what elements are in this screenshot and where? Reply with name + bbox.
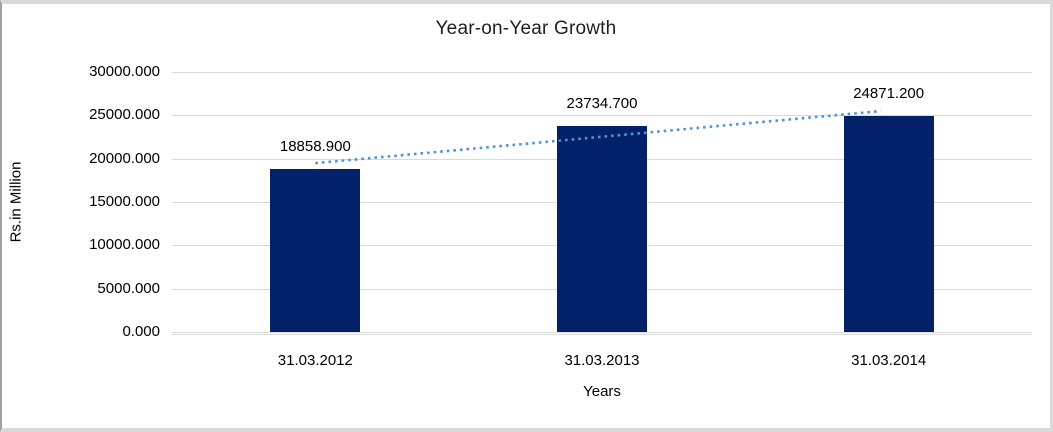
gridline bbox=[172, 332, 1032, 333]
gridline bbox=[172, 72, 1032, 73]
y-tick-label: 15000.000 bbox=[89, 193, 160, 210]
x-tick-label: 31.03.2014 bbox=[851, 352, 927, 369]
bar-value-label: 24871.200 bbox=[853, 85, 925, 103]
y-tick-label: 10000.000 bbox=[89, 236, 160, 254]
chart-title: Year-on-Year Growth bbox=[435, 18, 617, 39]
x-axis-line bbox=[172, 334, 1032, 335]
y-tick-label: 20000.000 bbox=[89, 149, 160, 167]
y-tick-label: 30000.000 bbox=[89, 63, 160, 80]
bar-value-label: 23734.700 bbox=[566, 95, 638, 113]
y-tick-label: 25000.000 bbox=[89, 106, 160, 124]
bar-31.03.2012 bbox=[270, 168, 361, 332]
bar-31.03.2014 bbox=[843, 116, 934, 332]
x-axis-title: Years bbox=[583, 383, 621, 400]
x-tick-label: 31.03.2012 bbox=[277, 352, 353, 369]
bar-31.03.2013 bbox=[557, 126, 647, 332]
y-tick-label: 5000.000 bbox=[97, 279, 160, 297]
bar-value-label: 18858.900 bbox=[279, 137, 351, 155]
y-axis-title-text: Rs.in Million bbox=[7, 161, 25, 243]
x-tick-label: 31.03.2013 bbox=[564, 352, 640, 369]
y-tick-label: 0.000 bbox=[122, 323, 160, 340]
